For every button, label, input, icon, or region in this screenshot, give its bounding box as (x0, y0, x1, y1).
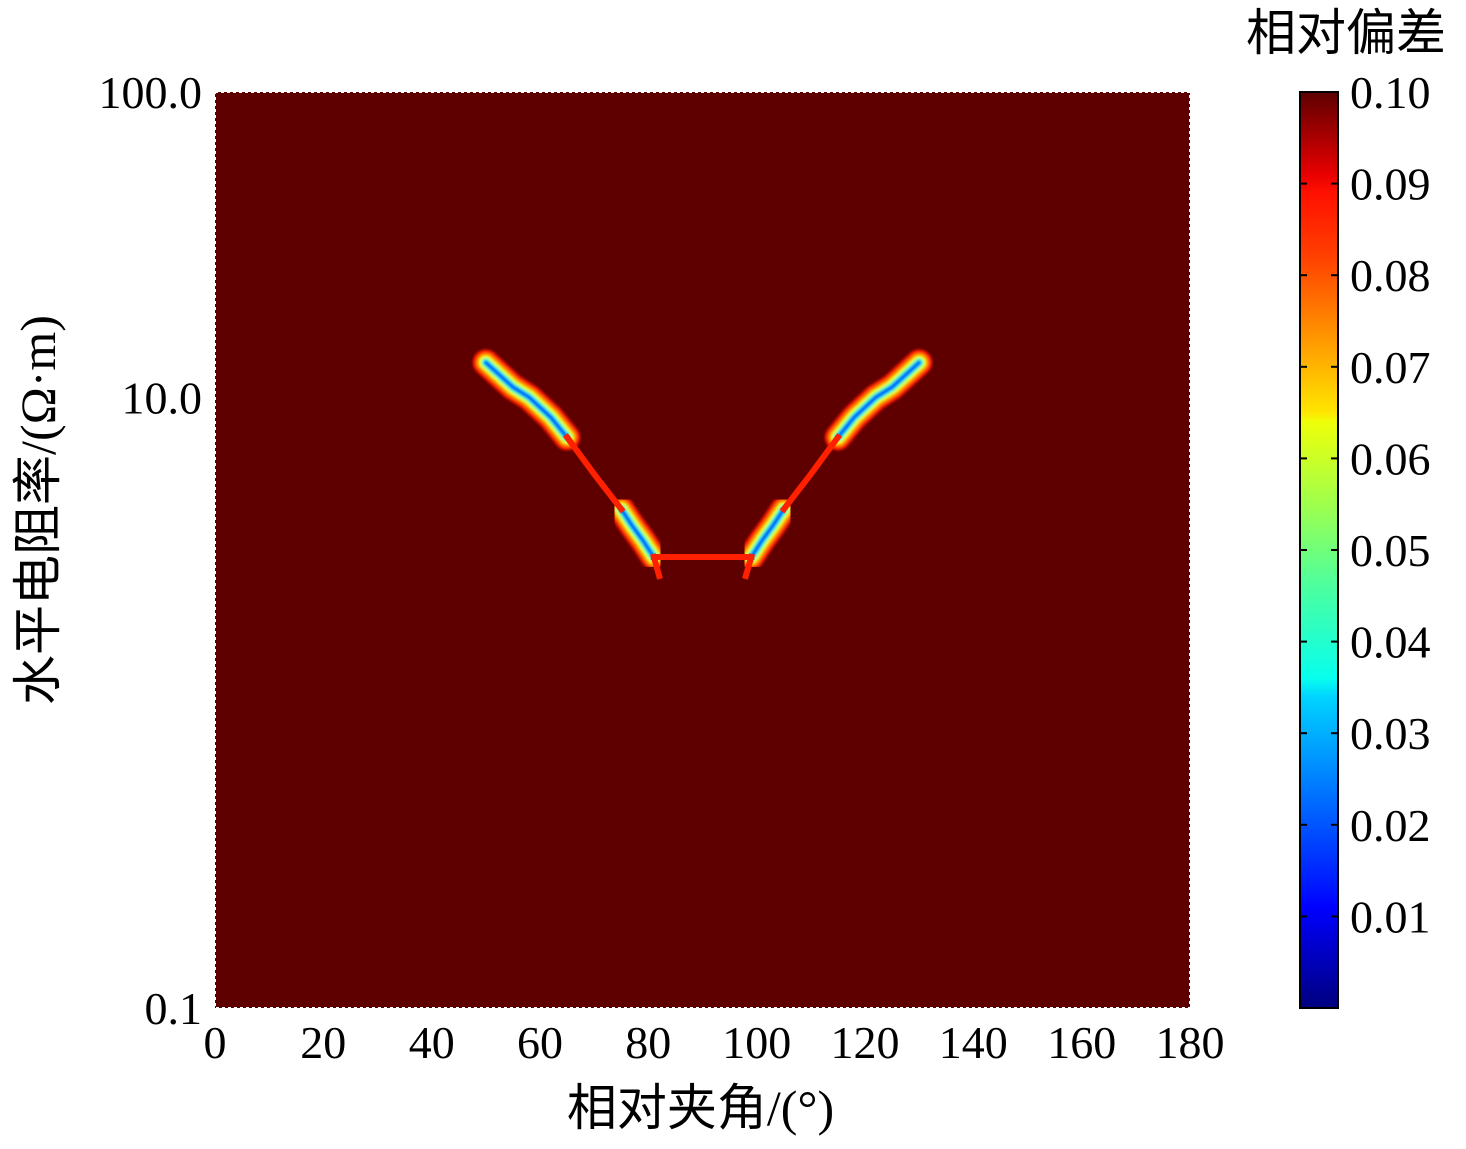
band-connector-3 (779, 433, 843, 514)
low-deviation-band-1 (472, 349, 581, 451)
colorbar-tick-label: 0.09 (1350, 159, 1431, 210)
colorbar-tick-label: 0.05 (1350, 525, 1431, 576)
colorbar-tick-label: 0.07 (1350, 342, 1431, 393)
low-deviation-band-2 (608, 496, 667, 570)
y-tick-label: 10.0 (122, 372, 203, 423)
colorbar-tick-label: 0.03 (1350, 708, 1431, 759)
x-tick-label: 60 (517, 1017, 563, 1068)
x-tick-label: 40 (409, 1017, 455, 1068)
y-tick-label: 100.0 (99, 67, 203, 118)
colorbar-tick-label: 0.04 (1350, 617, 1431, 668)
colorbar-ticks: 0.01 0.02 0.03 0.04 0.05 0.06 0.07 0.08 0.09 0.10 (1300, 67, 1431, 942)
band-connector-5 (742, 553, 756, 580)
colorbar-tick-label: 0.08 (1350, 250, 1431, 301)
colorbar-tick-label: 0.06 (1350, 433, 1431, 484)
colorbar-tick-label: 0.01 (1350, 891, 1431, 942)
x-tick-label: 20 (300, 1017, 346, 1068)
heatmap-background (215, 92, 1190, 1008)
colorbar-tick-label: 0.10 (1350, 67, 1431, 118)
x-tick-label: 80 (625, 1017, 671, 1068)
heatmap-bands (472, 349, 933, 580)
x-tick-label: 180 (1156, 1017, 1225, 1068)
band-connector-1 (562, 433, 626, 514)
band-connector-4 (650, 553, 663, 580)
x-axis-title: 相对夹角/(°) (567, 1080, 834, 1136)
low-deviation-band-3 (738, 496, 797, 570)
x-tick-label: 100 (722, 1017, 791, 1068)
x-tick-label: 0 (204, 1017, 227, 1068)
x-tick-label: 160 (1047, 1017, 1116, 1068)
colorbar-tick-label: 0.02 (1350, 800, 1431, 851)
plot-frame (214, 91, 1191, 1009)
colorbar-title: 相对偏差 (1246, 5, 1446, 61)
x-axis: 0 20 40 60 80 100 120 140 160 180 (204, 1017, 1225, 1068)
y-tick-label: 0.1 (145, 983, 203, 1034)
x-tick-label: 140 (939, 1017, 1008, 1068)
y-axis: 0.1 10.0 100.0 (99, 67, 203, 1034)
band-connectors (562, 433, 843, 580)
y-axis-title: 水平电阻率/(Ω·m) (10, 315, 66, 705)
low-deviation-band-4 (824, 349, 933, 451)
x-tick-label: 120 (831, 1017, 900, 1068)
